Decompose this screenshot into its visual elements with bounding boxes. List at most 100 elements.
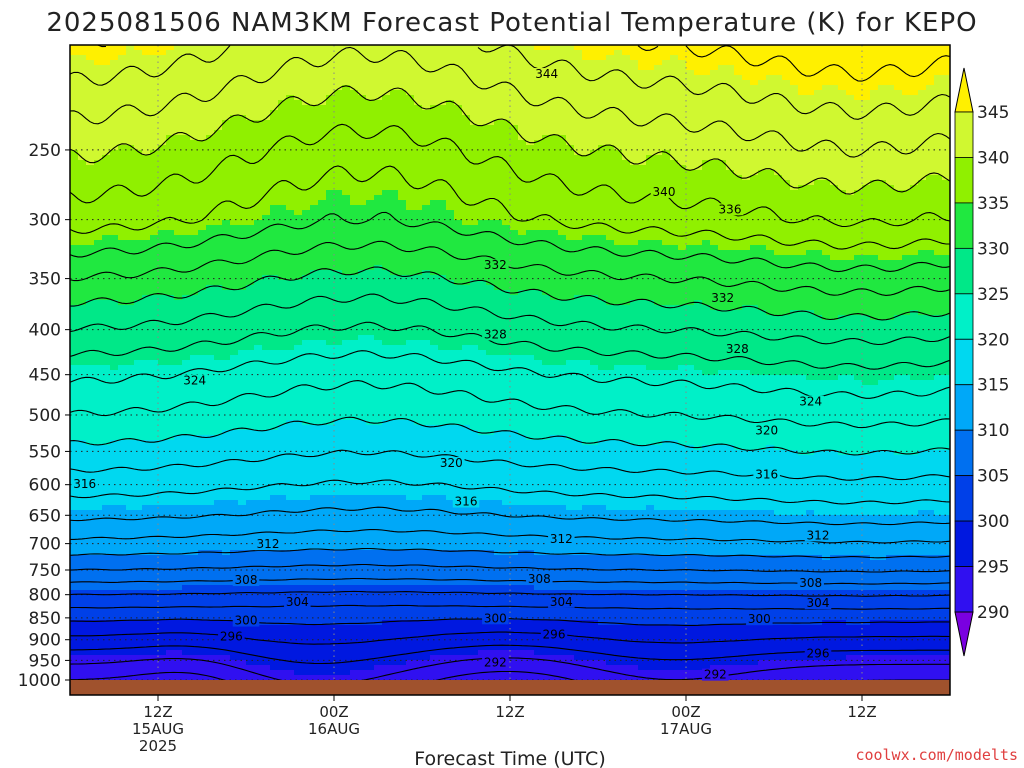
field-cell xyxy=(878,255,887,261)
field-cell xyxy=(846,75,855,81)
field-cell xyxy=(766,190,775,196)
field-cell xyxy=(510,150,519,156)
field-cell xyxy=(758,50,767,56)
field-cell xyxy=(622,225,631,231)
field-cell xyxy=(286,45,295,51)
field-cell xyxy=(734,265,743,271)
field-cell xyxy=(590,195,599,201)
field-cell xyxy=(470,235,479,241)
field-cell xyxy=(502,145,511,151)
field-cell xyxy=(758,105,767,111)
field-cell xyxy=(566,140,575,146)
field-cell xyxy=(566,265,575,271)
field-cell xyxy=(358,120,367,126)
field-cell xyxy=(654,135,663,141)
field-cell xyxy=(158,150,167,156)
field-cell xyxy=(574,45,583,51)
field-cell xyxy=(310,230,319,236)
field-cell xyxy=(790,150,799,156)
field-cell xyxy=(286,250,295,256)
field-cell xyxy=(718,160,727,166)
field-cell xyxy=(462,245,471,251)
field-cell xyxy=(758,120,767,126)
field-cell xyxy=(702,175,711,181)
field-cell xyxy=(270,185,279,191)
field-cell xyxy=(78,105,87,111)
field-cell xyxy=(430,70,439,76)
field-cell xyxy=(478,190,487,196)
field-cell xyxy=(750,175,759,181)
field-cell xyxy=(766,70,775,76)
field-cell xyxy=(286,80,295,86)
field-cell xyxy=(742,125,751,131)
field-cell xyxy=(862,250,871,256)
field-cell xyxy=(606,95,615,101)
field-cell xyxy=(590,250,599,256)
field-cell xyxy=(126,270,135,276)
field-cell xyxy=(206,110,215,116)
field-cell xyxy=(494,190,503,196)
field-cell xyxy=(886,125,895,131)
field-cell xyxy=(526,70,535,76)
field-cell xyxy=(902,140,911,146)
field-cell xyxy=(190,115,199,121)
field-cell xyxy=(246,255,255,261)
field-cell xyxy=(774,210,783,216)
field-cell xyxy=(926,190,935,196)
field-cell xyxy=(366,80,375,86)
field-cell xyxy=(686,160,695,166)
field-cell xyxy=(846,250,855,256)
field-cell xyxy=(454,220,463,226)
field-cell xyxy=(718,155,727,161)
field-cell xyxy=(790,245,799,251)
field-cell xyxy=(582,150,591,156)
field-cell xyxy=(886,150,895,156)
field-cell xyxy=(838,150,847,156)
field-cell xyxy=(518,245,527,251)
field-cell xyxy=(894,100,903,106)
field-cell xyxy=(622,55,631,61)
field-cell xyxy=(790,225,799,231)
field-cell xyxy=(630,70,639,76)
field-cell xyxy=(230,265,239,271)
field-cell xyxy=(782,170,791,176)
field-cell xyxy=(254,160,263,166)
field-cell xyxy=(838,180,847,186)
field-cell xyxy=(534,260,543,266)
field-cell xyxy=(478,60,487,66)
field-cell xyxy=(806,75,815,81)
field-cell xyxy=(606,190,615,196)
field-cell xyxy=(222,165,231,171)
field-cell xyxy=(750,180,759,186)
field-cell xyxy=(502,200,511,206)
field-cell xyxy=(438,90,447,96)
field-cell xyxy=(526,60,535,66)
field-cell xyxy=(758,140,767,146)
field-cell xyxy=(806,220,815,226)
field-cell xyxy=(246,185,255,191)
field-cell xyxy=(254,65,263,71)
field-cell xyxy=(174,180,183,186)
field-cell xyxy=(646,205,655,211)
field-cell xyxy=(814,135,823,141)
field-cell xyxy=(494,185,503,191)
field-cell xyxy=(78,55,87,61)
field-cell xyxy=(326,100,335,106)
field-cell xyxy=(526,230,535,236)
field-cell xyxy=(382,220,391,226)
field-cell xyxy=(358,170,367,176)
field-cell xyxy=(470,220,479,226)
field-cell xyxy=(518,140,527,146)
field-cell xyxy=(694,180,703,186)
field-cell xyxy=(310,50,319,56)
field-cell xyxy=(326,135,335,141)
field-cell xyxy=(78,110,87,116)
field-cell xyxy=(350,80,359,86)
field-cell xyxy=(262,85,271,91)
field-cell xyxy=(238,175,247,181)
field-cell xyxy=(366,160,375,166)
field-cell xyxy=(790,140,799,146)
field-cell xyxy=(198,60,207,66)
field-cell xyxy=(766,115,775,121)
field-cell xyxy=(926,160,935,166)
